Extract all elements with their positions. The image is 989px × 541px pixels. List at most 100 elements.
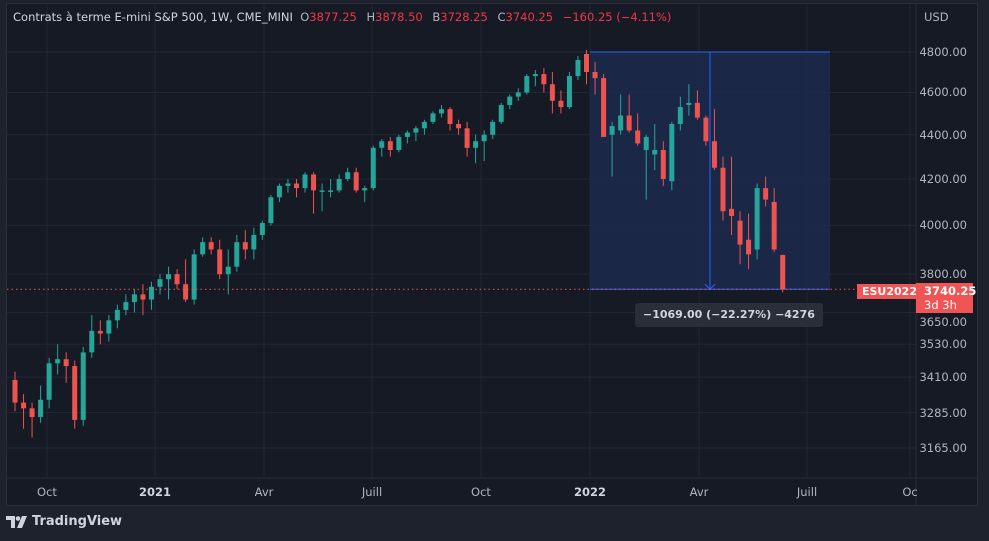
candle	[63, 352, 69, 383]
candle	[379, 139, 385, 157]
candle	[652, 124, 658, 170]
candle	[711, 109, 717, 170]
close-key: C	[497, 10, 506, 24]
candle	[618, 94, 624, 135]
candle-body	[29, 408, 35, 418]
candle	[353, 167, 359, 193]
candle	[46, 357, 52, 409]
price-label: 4800.00	[919, 45, 967, 59]
candle	[524, 74, 530, 95]
candle-body	[140, 294, 146, 300]
candle-body	[362, 188, 368, 191]
candle-body	[669, 124, 675, 182]
candle	[677, 96, 683, 131]
candle	[737, 211, 743, 265]
candle-body	[549, 84, 555, 101]
candle	[643, 134, 649, 200]
time-label: Oct	[37, 485, 57, 499]
candle-body	[490, 121, 496, 135]
candle-body	[686, 102, 692, 105]
candle	[97, 320, 103, 345]
candle	[89, 315, 95, 358]
candle-body	[131, 294, 137, 303]
candle	[302, 172, 308, 193]
candle	[575, 55, 581, 81]
price-label: 4000.00	[919, 218, 967, 233]
candle	[746, 213, 752, 270]
candle-body	[430, 113, 436, 122]
candle	[293, 178, 299, 198]
candle-body	[439, 109, 444, 114]
candle-body	[746, 239, 752, 255]
candle	[660, 141, 666, 186]
candle	[38, 385, 44, 423]
candle	[311, 172, 317, 214]
symbol-title[interactable]: Contrats à terme E-mini S&P 500, 1W, CME…	[13, 10, 293, 24]
candle	[439, 104, 444, 118]
candle-body	[626, 115, 632, 131]
candle-body	[72, 366, 78, 420]
candle-body	[276, 185, 282, 198]
candle-body	[754, 188, 760, 250]
time-label: 2021	[138, 485, 172, 499]
candle-body	[720, 167, 726, 212]
candle-body	[771, 201, 777, 250]
candle	[635, 113, 641, 146]
candle-body	[703, 117, 709, 142]
candle-body	[191, 254, 197, 300]
candle	[345, 167, 351, 182]
candle	[80, 346, 86, 426]
candle-body	[89, 330, 95, 353]
candle-body	[46, 363, 52, 400]
candle-body	[618, 115, 624, 131]
price-label: 4400.00	[919, 127, 967, 142]
candle-body	[336, 178, 342, 191]
candle	[481, 130, 487, 162]
candle	[225, 249, 231, 295]
candle-body	[566, 76, 572, 108]
candle	[404, 130, 410, 144]
candle-body	[729, 208, 735, 216]
candle-body	[80, 352, 86, 420]
candle	[106, 315, 112, 342]
candle	[234, 234, 240, 272]
candle	[259, 220, 265, 240]
currency-label[interactable]: USD	[924, 10, 949, 24]
low-key: B	[432, 10, 441, 24]
price-label: 3285.00	[919, 405, 967, 420]
candle	[694, 90, 700, 120]
candle	[157, 274, 163, 295]
candle	[191, 249, 197, 305]
candle	[123, 294, 129, 316]
candle-body	[456, 124, 462, 129]
candle-body	[319, 190, 325, 192]
candle-body	[157, 279, 163, 287]
candle-body	[652, 149, 658, 155]
candle	[507, 94, 513, 110]
candle-body	[541, 74, 547, 85]
change-value: −160.25 (−4.11%)	[562, 10, 672, 24]
candle-body	[447, 109, 453, 125]
open-key: O	[300, 10, 310, 24]
candle	[217, 239, 223, 280]
candle-body	[302, 174, 308, 189]
candle-body	[507, 96, 513, 105]
candle	[370, 145, 376, 191]
candle	[396, 134, 402, 153]
tradingview-logo[interactable]: TradingView	[6, 514, 122, 529]
candle	[592, 61, 598, 95]
candle	[626, 94, 632, 133]
symbol-price-tag: ESU2022	[857, 284, 922, 299]
candle-body	[532, 74, 538, 77]
candle-body	[498, 104, 504, 122]
candle-body	[737, 220, 743, 245]
candle	[456, 119, 462, 135]
candle	[780, 254, 786, 293]
price-label: 4600.00	[919, 85, 967, 100]
candle-body	[166, 274, 172, 280]
candle-body	[38, 399, 44, 418]
candle-body	[55, 359, 61, 364]
candle	[729, 156, 735, 235]
candle	[421, 119, 427, 135]
